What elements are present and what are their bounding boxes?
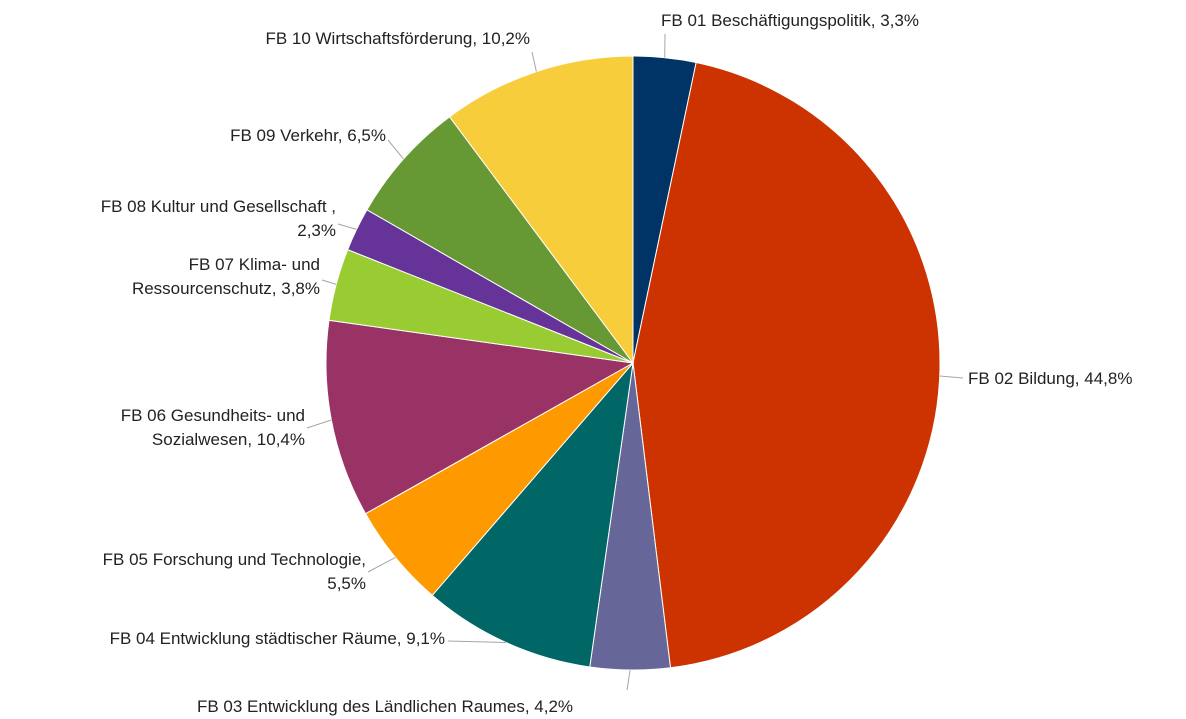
slice-label: FB 04 Entwicklung städtischer Räume, 9,1… bbox=[110, 629, 445, 648]
slice-label: FB 01 Beschäftigungspolitik, 3,3% bbox=[661, 11, 919, 30]
slice-label: FB 02 Bildung, 44,8% bbox=[968, 369, 1132, 388]
leader-line bbox=[626, 669, 631, 691]
pie-slice bbox=[431, 361, 634, 668]
leader-line bbox=[387, 139, 404, 160]
leader-line bbox=[337, 223, 357, 230]
slice-label: FB 05 Forschung und Technologie, 5,5% bbox=[103, 550, 366, 593]
leader-line bbox=[939, 375, 964, 379]
pie-slice bbox=[366, 116, 634, 364]
leader-line bbox=[447, 640, 506, 643]
slice-label: FB 03 Entwicklung des Ländlichen Raumes,… bbox=[197, 697, 573, 716]
leader-line bbox=[321, 279, 337, 285]
slice-label: FB 07 Klima- und Ressourcenschutz, 3,8% bbox=[132, 255, 320, 298]
slice-label: FB 06 Gesundheits- und Sozialwesen, 10,4% bbox=[121, 406, 305, 449]
leader-line bbox=[367, 556, 396, 573]
slice-label: FB 10 Wirtschaftsförderung, 10,2% bbox=[265, 29, 530, 48]
leader-line bbox=[306, 419, 332, 429]
slice-label: FB 08 Kultur und Gesellschaft , 2,3% bbox=[101, 197, 336, 240]
slice-label: FB 09 Verkehr, 6,5% bbox=[230, 126, 386, 145]
leader-line bbox=[531, 51, 537, 72]
pie-slice bbox=[632, 61, 941, 669]
